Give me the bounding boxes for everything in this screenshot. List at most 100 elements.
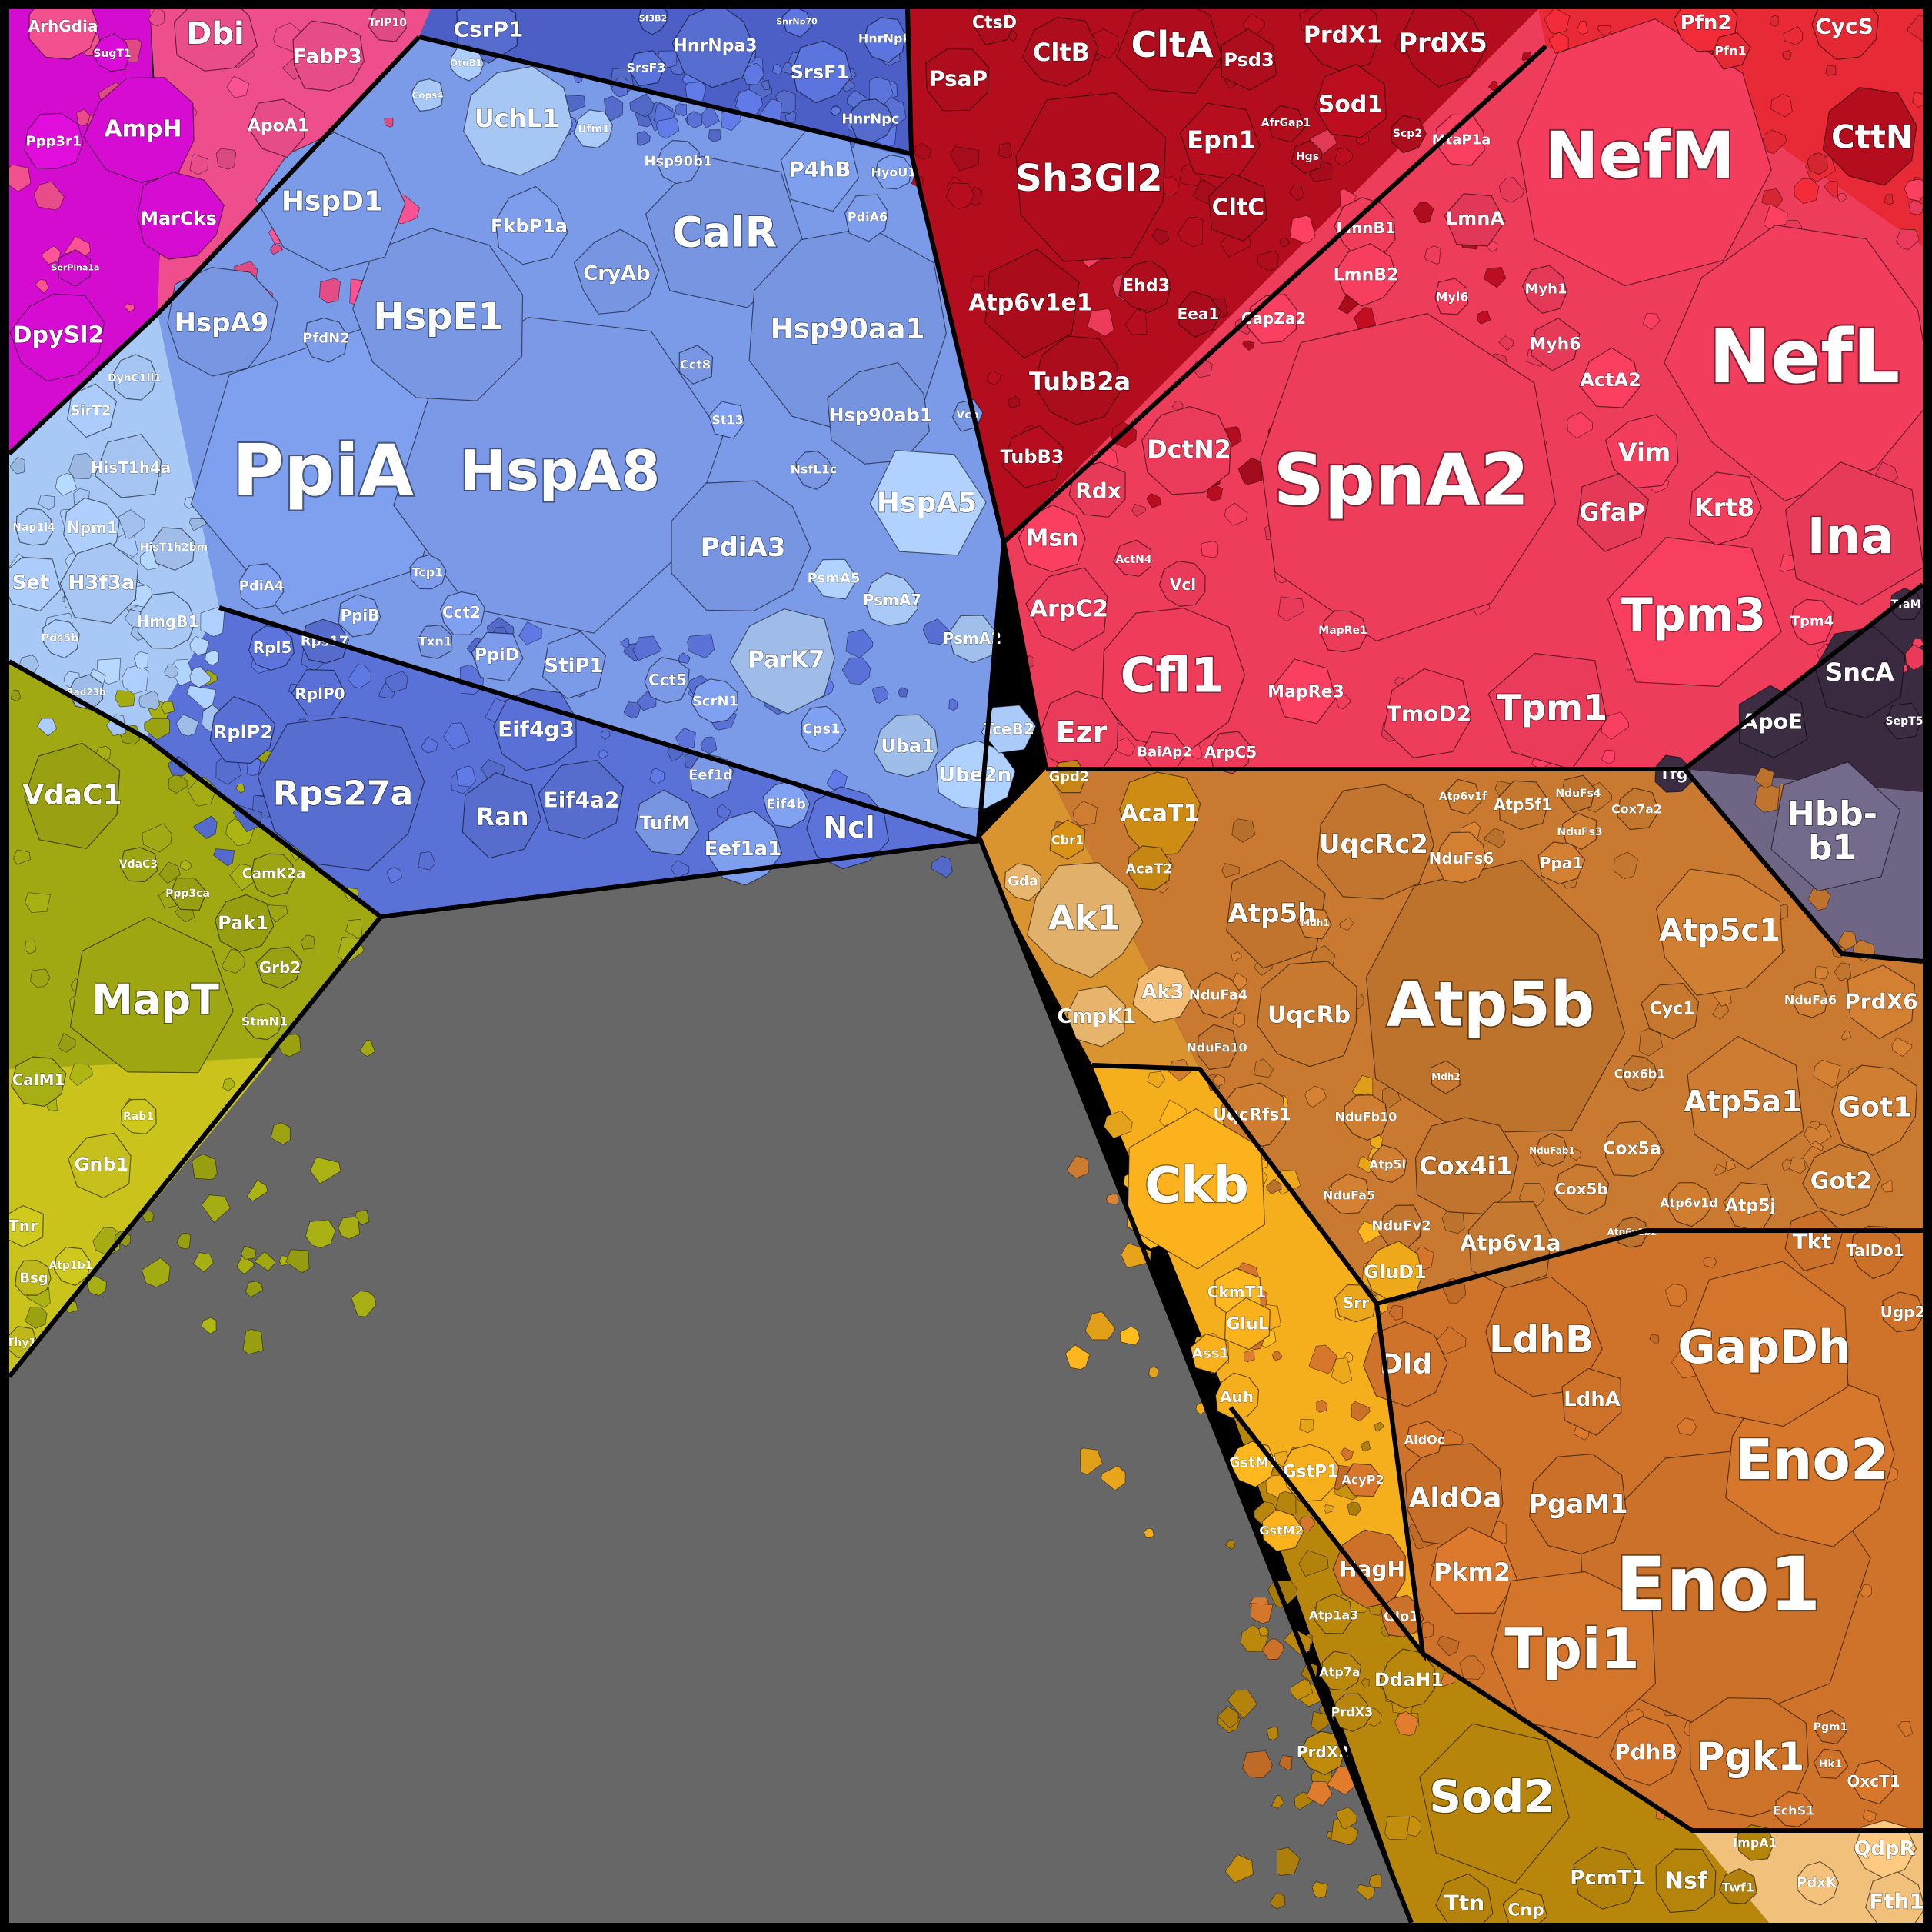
minor-cell [1335,1807,1357,1830]
label-taldo1: TalDo1 [1846,1241,1904,1260]
cell-atp5c1 [1655,868,1784,996]
label-dync1li1: DynC1li1 [108,372,162,385]
label-gapdh: GapDh [1677,1321,1850,1374]
minor-cell [192,1252,214,1273]
minor-cell [221,949,245,974]
cell-atp5a1 [1687,1035,1804,1170]
cell-sept5 [1884,702,1923,740]
minor-cell [1837,192,1848,203]
minor-cell [418,851,436,871]
minor-cell [1825,65,1837,76]
label-eif4b: Eif4b [766,797,806,813]
label-hnrnpc: HnrNpc [841,112,899,128]
minor-cell [68,1063,93,1086]
label-cops4: Cops4 [411,90,443,101]
minor-cell [1711,1001,1730,1020]
label-myh1: Myh1 [1525,281,1567,298]
label-cnp: Cnp [1507,1901,1544,1920]
minor-cell [1412,202,1434,224]
minor-cell [1664,1283,1687,1307]
label-ckb: Ckb [1144,1158,1248,1214]
label-tpi1: Tpi1 [1504,1617,1639,1681]
cell-atp5l [1369,1144,1407,1184]
blue-border-topleft [155,35,421,316]
cell-rpl5 [248,625,295,671]
label-ufm1: Ufm1 [578,123,610,135]
cell-tkt [1784,1210,1844,1272]
minor-cell [1064,1344,1091,1370]
label-prdx1: PrdX1 [1304,22,1382,49]
minor-cell [632,635,662,661]
label-eno1: Eno1 [1616,1541,1821,1627]
label-vdac3: VdaC3 [119,858,158,871]
minor-cell [55,472,78,496]
minor-cell [1298,1550,1329,1577]
label-hspa9: HspA9 [174,308,268,338]
minor-cell [1770,93,1793,118]
cell-tmod2 [1383,668,1472,758]
label-baiap2: BaiAp2 [1137,744,1191,761]
label-ckmt1: CkmT1 [1208,1283,1266,1301]
label-calm1: CalM1 [12,1071,65,1089]
label-echs1: EchS1 [1773,1804,1814,1818]
minor-cell [1254,1058,1274,1078]
label-txn1: Txn1 [418,635,452,649]
label-rad23b: Rad23b [66,687,106,698]
cell-ndufb10 [1344,1094,1389,1141]
label-ndufa5: NduFa5 [1323,1188,1375,1203]
label-ldhb: LdhB [1489,1318,1594,1361]
cell-sugt1 [92,33,130,72]
minor-cell [1339,917,1354,931]
minor-cell [678,652,691,664]
label-acat2: AcaT2 [1125,861,1173,878]
minor-cell [1242,1750,1273,1779]
cell-amph [83,77,195,183]
minor-cell [164,664,179,679]
minor-cell [1084,1311,1116,1341]
histone-border [7,311,160,456]
label-gstp1: GstP1 [1282,1463,1338,1482]
label-sugt1: SugT1 [93,48,131,60]
label-lmnb2: LmnB2 [1334,266,1399,285]
label-hspd1: HspD1 [281,186,383,218]
label-tpm4: Tpm4 [1790,614,1834,630]
label-camk2a: CamK2a [242,866,306,882]
minor-cell [338,1216,361,1240]
cell-hk1 [1813,1748,1849,1779]
minor-cell [1613,851,1638,880]
label-arhgdia: ArhGdia [28,17,98,35]
cell-glul [1224,1297,1271,1351]
minor-cell [1807,887,1831,911]
glycolysis-border-top [1376,1228,1923,1306]
cell-rps27a [257,716,425,871]
cell-atp5j [1723,1182,1776,1233]
minor-cell [1440,1672,1455,1687]
minor-cell [986,370,1001,385]
minor-cell [117,509,145,539]
cell-hnrnpc [850,98,895,143]
minor-cell [1087,308,1114,337]
minor-cell [1484,828,1506,848]
minor-cell [1813,1059,1841,1088]
label-tubb3: TubB3 [1001,446,1064,468]
cell-nefm [1517,18,1772,287]
label-nefm: NefM [1544,118,1734,193]
minor-cell [241,1245,257,1261]
cell-fabp3 [292,20,365,92]
cell-cltb [1021,17,1099,87]
label-afrgap1: AfrGap1 [1261,117,1311,129]
minor-cell [1421,1621,1434,1639]
label-atp1a3: Atp1a3 [1309,1608,1359,1623]
label-atp6v1d: Atp6v1d [1660,1196,1718,1211]
minor-cell [716,804,731,819]
cell-uqcrb [1257,961,1357,1068]
label-pfn1: Pfn1 [1714,44,1746,58]
minor-cell [1394,1711,1419,1737]
minor-cell [1151,228,1169,246]
label-srsf3: SrsF3 [627,61,666,75]
cell-afrgap1 [1266,105,1306,143]
minor-cell [945,182,974,209]
cell-auh [1214,1372,1260,1419]
cell-psd3 [1221,28,1277,91]
label-pcmt1: PcmT1 [1570,1867,1644,1890]
